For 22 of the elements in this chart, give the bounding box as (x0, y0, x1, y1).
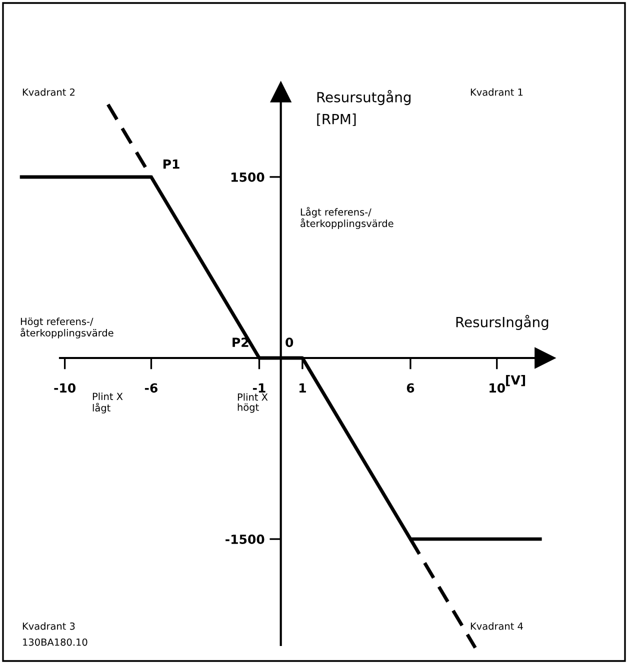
annotation: Högt referens-/ återkopplingsvärde (20, 318, 114, 338)
annotation: Plint X högt (238, 393, 268, 413)
annotation: P1 (163, 160, 180, 169)
annotation: Kvadrant 2 (22, 88, 74, 96)
annotation: Lågt referens-/ återkopplingsvärde (300, 207, 394, 229)
y-tick-label: 1500 (231, 172, 264, 182)
annotation: 0 (286, 338, 294, 348)
annotation: Plint X lågt (92, 392, 123, 414)
x-tick-label: -1 (252, 383, 266, 393)
annotation: Kvadrant 1 (470, 88, 523, 96)
x-tick-label: 6 (406, 383, 414, 393)
y-tick-label: -1500 (226, 534, 264, 544)
annotation: Kvadrant 3 (22, 622, 75, 630)
annotation: [V] (506, 374, 526, 386)
x-tick-label: 10 (490, 383, 505, 393)
x-tick-label: -6 (144, 383, 158, 393)
x-tick-label: 1 (300, 383, 306, 393)
x-tick-label: -10 (54, 383, 76, 393)
annotation: Kvadrant 4 (470, 622, 523, 630)
x-axis-title: ResursIngång (456, 314, 548, 330)
y-axis-title: Resursutgång [RPM] (317, 90, 410, 126)
annotation: 130BA180.10 (23, 638, 88, 646)
